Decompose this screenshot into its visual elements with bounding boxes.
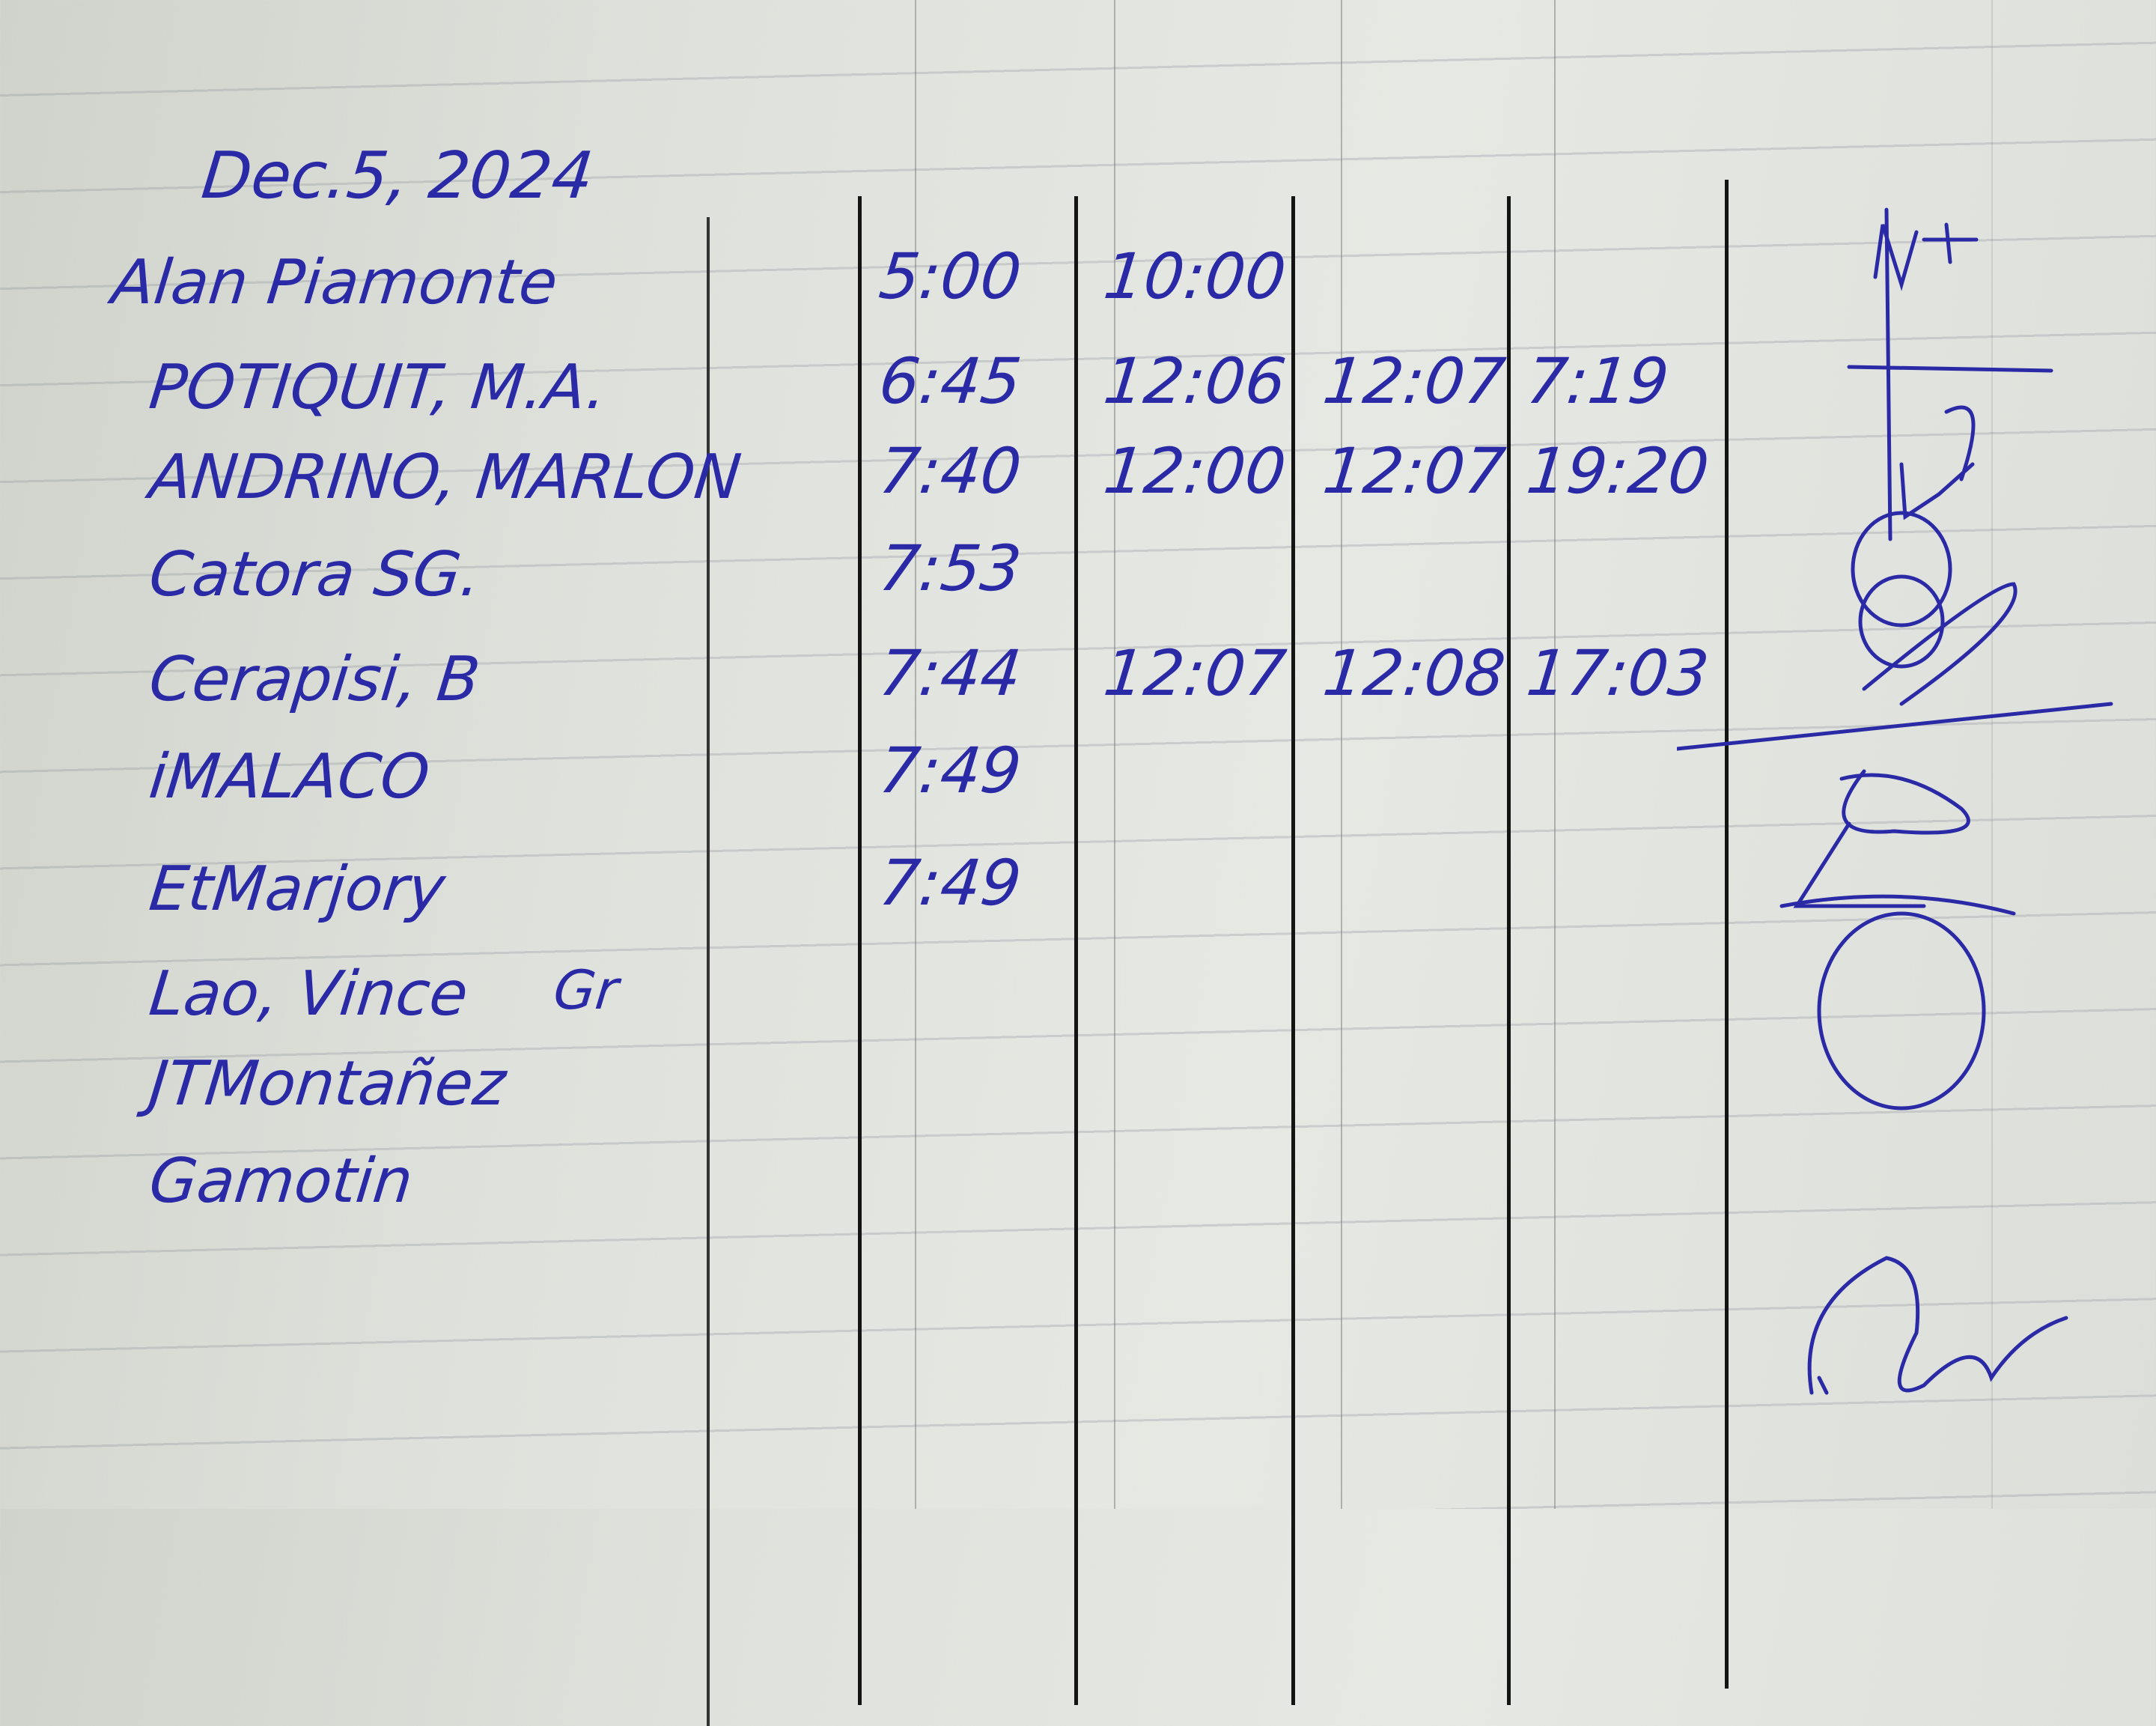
signature-stroke [1862,582,2018,706]
employee-name: ANDRINO, MARLON [146,442,745,513]
time-in-am: 7:53 [875,532,1025,605]
employee-name: Cerapisi, B [146,644,484,715]
employee-name: EtMarjory [146,854,448,925]
column-divider-time-in [858,196,862,1705]
time-in-pm: 12:07 [1319,344,1509,418]
signature-stroke [1858,574,1945,669]
time-out-am: 12:07 [1100,636,1290,710]
employee-name: Lao, Vince [146,958,472,1030]
time-out-am: 12:06 [1100,344,1290,418]
ruled-column-line [915,0,916,1509]
column-divider-time-out [1074,196,1078,1705]
time-in-am: 7:40 [875,434,1025,508]
log-date: Dec.5, 2024 [198,139,597,213]
signature-stroke [1779,769,2016,916]
notebook-page [0,0,2156,1509]
signature-stroke [1873,222,1979,291]
ruled-column-line [1554,0,1556,1509]
time-out-am: 12:00 [1100,434,1290,508]
signature-stroke [1807,1256,2068,1395]
time-in-pm: 12:07 [1319,434,1509,508]
signature-icon [1677,207,2113,1395]
signature-stroke [1847,207,2053,541]
ruled-column-line [1991,0,1993,1509]
ruled-column-line [1114,0,1115,1509]
signature-stroke [1851,511,1952,628]
column-divider-time-out-pm [1507,196,1511,1705]
employee-note: Gr [550,958,621,1021]
employee-name: POTIQUIT, M.A. [146,352,610,423]
employee-name: Catora SG. [146,539,484,610]
time-in-am: 7:49 [875,846,1025,920]
time-in-am: 5:00 [875,240,1025,313]
signature-stroke [1817,911,1986,1110]
time-in-am: 7:49 [875,734,1025,807]
signature-stroke [1899,405,1976,520]
time-out-am: 10:00 [1100,240,1290,313]
time-in-pm: 12:08 [1319,636,1509,710]
column-divider-names [707,217,710,1726]
time-out-pm: 7:19 [1523,344,1672,418]
employee-name: Alan Piamonte [109,247,561,318]
employee-name: Gamotin [146,1146,416,1217]
time-in-am: 6:45 [875,344,1025,418]
time-in-am: 7:44 [875,636,1025,710]
employee-name: JTMontañez [146,1048,510,1119]
column-divider-signature [1725,180,1729,1689]
signature-stroke [1677,702,2113,751]
column-divider-time-in-pm [1291,196,1295,1705]
employee-name: iMALACO [146,741,433,812]
ruled-column-line [1341,0,1342,1509]
